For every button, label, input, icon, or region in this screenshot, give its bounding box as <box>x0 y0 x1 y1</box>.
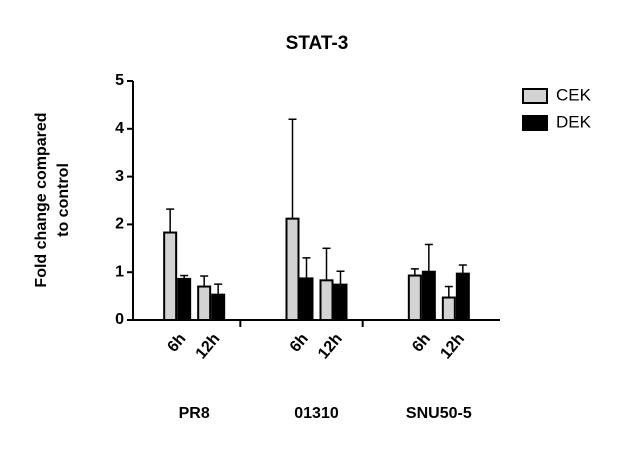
bar <box>299 277 314 321</box>
group-label: PR8 <box>179 405 210 422</box>
bar <box>441 296 456 321</box>
bar <box>163 231 178 321</box>
y-tick-label: 5 <box>115 72 124 89</box>
x-tick-label: 6h <box>287 330 312 355</box>
legend-label: DEK <box>556 112 592 131</box>
bar <box>197 285 212 322</box>
bar <box>333 283 348 321</box>
y-axis-label: Fold change compared to control <box>33 112 72 287</box>
chart-title: STAT-3 <box>286 33 349 54</box>
group-label: SNU50-5 <box>406 405 472 422</box>
bar <box>421 270 436 321</box>
x-tick-label: 12h <box>193 330 224 362</box>
y-tick-label: 2 <box>115 216 124 233</box>
bar <box>455 272 470 322</box>
y-tick-label: 1 <box>115 263 124 280</box>
y-tick-label: 3 <box>115 168 124 185</box>
y-tick-label: 4 <box>115 120 124 137</box>
x-tick-label: 12h <box>437 330 468 362</box>
bar <box>285 217 300 321</box>
x-tick-label: 6h <box>409 330 434 355</box>
legend-swatch <box>522 88 548 104</box>
group-label: 01310 <box>294 405 339 422</box>
bar <box>211 293 226 321</box>
legend-swatch <box>522 115 548 131</box>
bar <box>319 279 334 321</box>
legend-label: CEK <box>556 85 592 104</box>
bar <box>177 277 192 321</box>
bar <box>407 274 422 321</box>
x-tick-label: 12h <box>315 330 346 362</box>
y-tick-label: 0 <box>115 311 124 328</box>
x-tick-label: 6h <box>164 330 189 355</box>
